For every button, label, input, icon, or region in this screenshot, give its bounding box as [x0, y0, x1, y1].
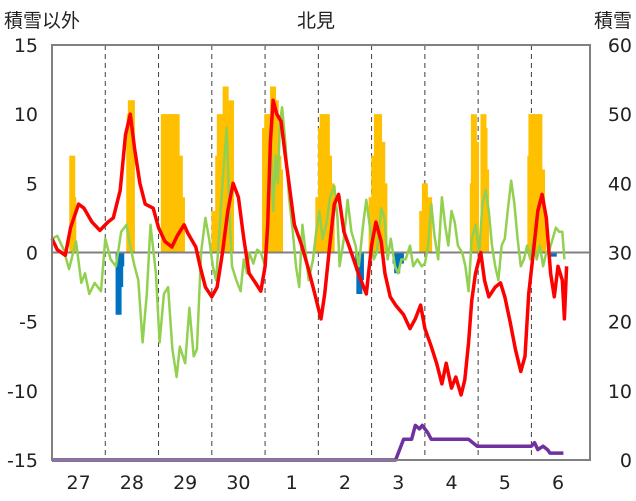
- right-tick-label: 50: [608, 104, 632, 126]
- snowfall-bar: [473, 141, 480, 253]
- x-tick-label: 6: [552, 472, 564, 494]
- right-tick-label: 60: [608, 35, 632, 57]
- left-tick-label: 0: [26, 243, 38, 265]
- precipitation-bar: [118, 252, 125, 267]
- precipitation-bar: [394, 252, 401, 274]
- left-tick-label: 5: [26, 173, 38, 195]
- left-tick-label: 15: [14, 35, 38, 57]
- left-tick-label: -15: [7, 450, 38, 472]
- x-tick-label: 28: [120, 472, 144, 494]
- right-tick-label: 0: [620, 450, 632, 472]
- snowfall-bar: [211, 211, 218, 253]
- snowfall-bar: [128, 100, 135, 253]
- temperature-line: [50, 98, 569, 397]
- snowfall-bar: [376, 114, 383, 253]
- snowfall-bar: [264, 114, 271, 253]
- left-tick-label: 10: [14, 104, 38, 126]
- right-tick-label: 10: [608, 381, 632, 403]
- snowfall-bar: [167, 114, 174, 253]
- precipitation-bar: [117, 252, 124, 288]
- x-axis: 27 28 29 30 1 2 3 4 5 6: [67, 472, 565, 494]
- snowfall-bar: [540, 211, 547, 253]
- snowfall-bar: [276, 169, 283, 253]
- x-tick-label: 4: [445, 472, 457, 494]
- wind-line: [51, 106, 566, 379]
- snowfall-bar: [170, 114, 177, 253]
- x-tick-label: 2: [339, 472, 351, 494]
- right-tick-label: 20: [608, 312, 632, 334]
- x-tick-label: 5: [499, 472, 511, 494]
- snowfall-bar: [227, 100, 234, 253]
- snowfall-bar: [178, 197, 185, 253]
- x-tick-label: 1: [286, 472, 298, 494]
- precipitation-bar: [397, 252, 404, 264]
- snowfall-bar: [483, 169, 490, 253]
- left-axis-label: 積雪以外: [4, 10, 80, 32]
- x-tick-label: 27: [67, 472, 91, 494]
- precipitation-bar: [550, 252, 557, 257]
- left-tick-label: -10: [7, 381, 38, 403]
- precipitation-bar: [357, 252, 364, 281]
- snowfall-bar: [216, 114, 223, 253]
- snow_depth-line: [52, 423, 564, 462]
- right-axis-label: 積雪: [594, 10, 632, 32]
- chart-title: 北見: [297, 10, 335, 32]
- plot-frame: [51, 44, 591, 461]
- x-tick-label: 29: [173, 472, 197, 494]
- x-tick-label: 3: [392, 472, 404, 494]
- line-series: [50, 98, 569, 462]
- right-y-axis: 60 50 40 30 20 10 0: [608, 35, 632, 472]
- x-tick-label: 30: [226, 472, 250, 494]
- left-tick-label: -5: [19, 312, 38, 334]
- snowfall-bar: [421, 183, 428, 253]
- right-tick-label: 30: [608, 243, 632, 265]
- snowfall-bar: [173, 114, 180, 253]
- left-y-axis: 15 10 5 0 -5 -10 -15: [7, 35, 38, 472]
- right-tick-label: 40: [608, 173, 632, 195]
